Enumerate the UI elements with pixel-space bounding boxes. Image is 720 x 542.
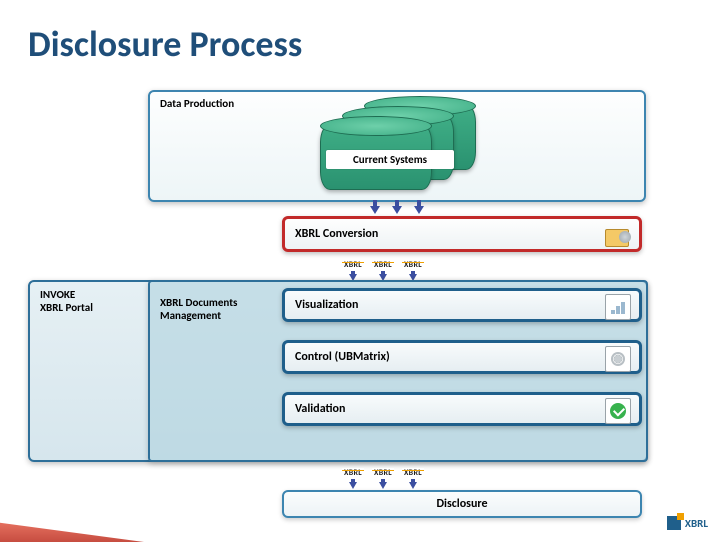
arrow-down-icon — [392, 200, 402, 214]
xbrl-docmgmt-label: XBRL Documents Management — [160, 296, 280, 322]
disclosure-label: Disclosure — [436, 497, 487, 511]
visualization-bar: Visualization — [282, 288, 642, 322]
validation-bar: Validation — [282, 392, 642, 426]
arrow-down-icon — [414, 200, 424, 214]
xbrl-tag-icon: XBRL — [402, 260, 424, 270]
current-systems-label: Current Systems — [326, 150, 454, 169]
xbrl-tag-arrow: XBRL — [372, 468, 394, 489]
portal-label-line1: INVOKE — [40, 288, 75, 301]
xbrl-logo-icon — [667, 516, 681, 530]
arrow-down-icon — [409, 479, 417, 489]
arrow-row-to-conversion — [370, 200, 424, 214]
data-production-label: Data Production — [160, 97, 234, 110]
xbrl-tag-icon: XBRL — [342, 260, 364, 270]
xbrl-conversion-bar: XBRL Conversion — [282, 216, 642, 252]
xbrl-tag-icon: XBRL — [402, 468, 424, 478]
arrow-down-icon — [379, 479, 387, 489]
xbrl-tag-arrow: XBRL — [372, 260, 394, 281]
disclosure-bar: Disclosure — [282, 490, 642, 518]
xbrl-tag-arrow: XBRL — [342, 468, 364, 489]
xbrl-tag-arrow-row: XBRL XBRL XBRL — [342, 260, 424, 281]
docmgmt-label-line2: Management — [160, 309, 221, 322]
xbrl-tag-icon: XBRL — [342, 468, 364, 478]
current-systems-cylinders: Current Systems — [320, 104, 488, 186]
arrow-down-icon — [349, 479, 357, 489]
visualization-label: Visualization — [295, 298, 358, 312]
xbrl-logo-text: XBRL — [685, 517, 708, 530]
arrow-down-icon — [370, 200, 380, 214]
docmgmt-label-line1: XBRL Documents — [160, 296, 237, 309]
xbrl-tag-arrow: XBRL — [402, 260, 424, 281]
control-label: Control (UBMatrix) — [295, 350, 390, 364]
xbrl-tag-arrow: XBRL — [402, 468, 424, 489]
invoke-portal-label: INVOKE XBRL Portal — [40, 288, 130, 314]
xbrl-tag-arrow: XBRL — [342, 260, 364, 281]
folder-gear-icon — [603, 223, 631, 249]
xbrl-logo: XBRL — [667, 516, 708, 530]
xbrl-tag-arrow-row-2: XBRL XBRL XBRL — [342, 468, 424, 489]
page-title: Disclosure Process — [28, 22, 302, 66]
gear-icon — [605, 346, 631, 372]
validation-label: Validation — [295, 402, 345, 416]
xbrl-tag-icon: XBRL — [372, 468, 394, 478]
portal-label-line2: XBRL Portal — [40, 301, 93, 314]
xbrl-tag-icon: XBRL — [372, 260, 394, 270]
xbrl-conversion-label: XBRL Conversion — [295, 227, 378, 241]
chart-icon — [605, 294, 631, 320]
control-bar: Control (UBMatrix) — [282, 340, 642, 374]
checkmark-icon — [605, 398, 631, 424]
corner-accent — [0, 522, 144, 542]
